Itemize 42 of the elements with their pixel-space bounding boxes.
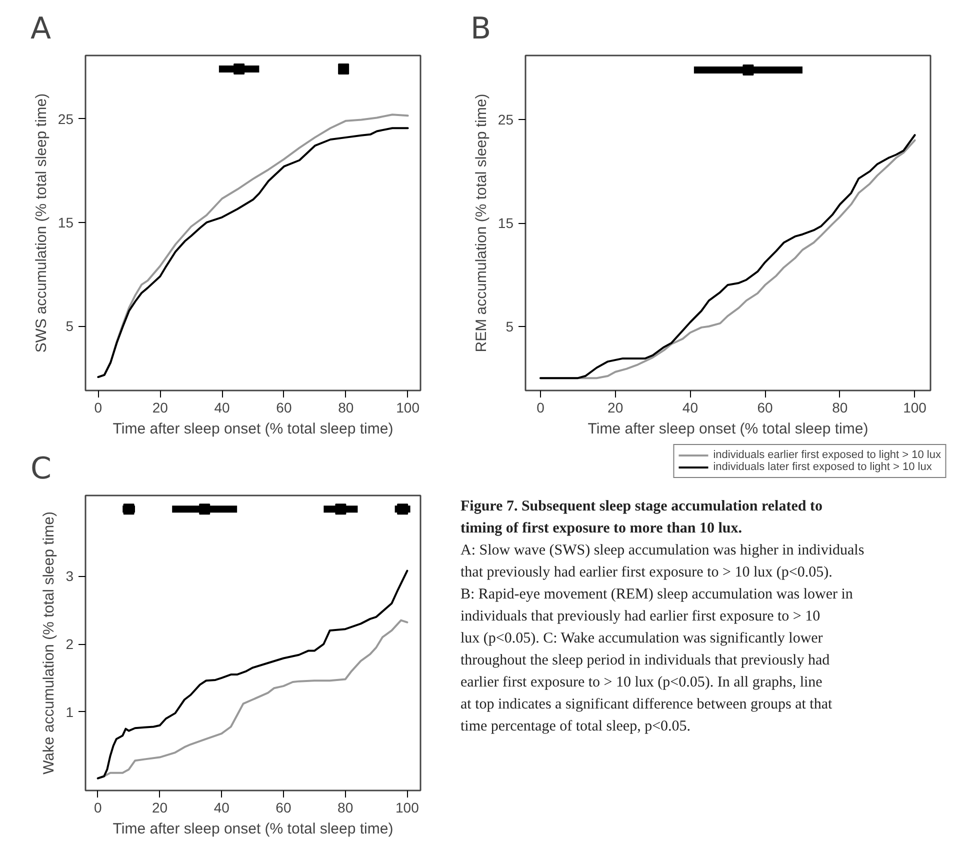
legend-label: individuals later first exposed to light > 10 lux xyxy=(713,461,932,473)
text: Figure 7. Subsequent sleep stage accumulation related to timing of first exposure to more than 10 lux. xyxy=(460,498,822,536)
x-tick-label: 60 xyxy=(276,800,292,816)
text: A: Slow wave (SWS) sleep accumulation was higher in individuals that previously had earlier first exposure to > 10 lux (p<0.05). xyxy=(460,542,864,580)
y-tick-label: 15 xyxy=(58,214,74,230)
x-tick-label: 0 xyxy=(536,400,545,416)
y-tick-label: 15 xyxy=(498,215,514,231)
y-tick-label: 2 xyxy=(66,636,74,652)
x-tick-label: 80 xyxy=(832,400,848,416)
legend-label: individuals earlier first exposed to light > 10 lux xyxy=(713,449,941,461)
x-tick-label: 80 xyxy=(338,400,354,416)
chart-title: C xyxy=(30,452,52,486)
x-tick-label: 40 xyxy=(214,400,230,416)
x-tick-label: 0 xyxy=(94,400,102,416)
y-tick-label: 25 xyxy=(498,112,514,128)
y-axis-title: Wake accumulation (% total sleep time) xyxy=(40,512,58,774)
x-tick-label: 40 xyxy=(214,800,230,816)
x-tick-label: 100 xyxy=(396,400,420,416)
line-series xyxy=(96,570,408,780)
chart-title: A xyxy=(30,12,52,46)
x-tick-label: 100 xyxy=(903,400,927,416)
x-tick-label: 20 xyxy=(152,800,168,816)
x-axis-title: Time after sleep onset (% total sleep time) xyxy=(588,420,868,438)
x-tick-label: 60 xyxy=(276,400,292,416)
y-tick-label: 25 xyxy=(58,110,74,127)
x-tick-label: 0 xyxy=(94,800,102,816)
text: at top indicates a significant difference between groups at that time percentage of total sleep, p<0.05. xyxy=(460,696,832,734)
x-tick-label: 80 xyxy=(338,800,354,816)
x-tick-label: 40 xyxy=(682,400,698,416)
y-tick-label: 3 xyxy=(66,568,74,584)
x-axis-title: Time after sleep onset (% total sleep time) xyxy=(112,820,394,838)
y-tick-label: 1 xyxy=(66,704,74,720)
y-tick-label: 5 xyxy=(66,318,74,334)
y-tick-label: 5 xyxy=(506,318,514,334)
x-axis-title: Time after sleep onset (% total sleep time) xyxy=(112,420,394,438)
chart-title: B xyxy=(470,12,492,46)
x-tick-label: 100 xyxy=(396,800,420,816)
y-axis-title: REM accumulation (% total sleep time) xyxy=(472,94,490,352)
x-tick-label: 20 xyxy=(608,400,624,416)
y-axis-title: SWS accumulation (% total sleep time) xyxy=(32,93,50,353)
x-tick-label: 60 xyxy=(757,400,774,416)
x-tick-label: 20 xyxy=(152,400,168,416)
